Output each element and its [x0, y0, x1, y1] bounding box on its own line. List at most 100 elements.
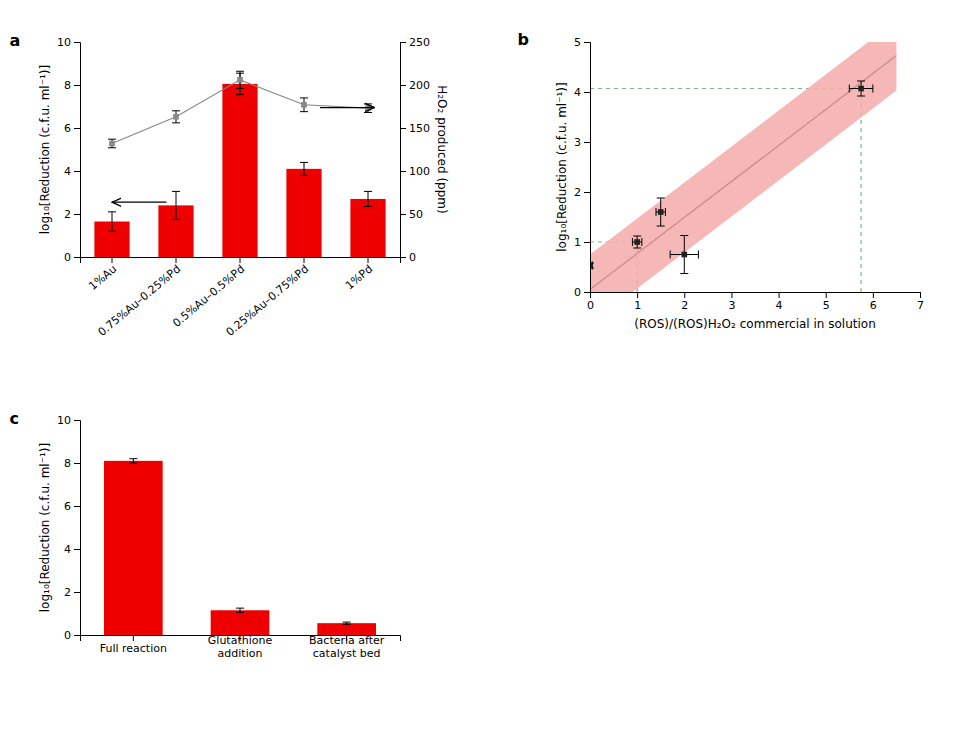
plot-area — [94, 71, 385, 257]
tick: 1%Au — [86, 257, 119, 293]
tick: 0 — [587, 292, 594, 312]
tick-mark — [74, 463, 80, 464]
x-error-bar — [632, 238, 641, 246]
series-bar — [94, 73, 385, 257]
y-axis-title: log₁₀[Reduction (c.f.u. ml⁻¹)] — [38, 65, 52, 234]
tick-mark — [584, 92, 590, 93]
tick: 10 — [57, 414, 80, 427]
axis-line — [74, 421, 81, 636]
error-bar-part — [108, 139, 116, 140]
tick-label: 150 — [409, 122, 430, 135]
tick: Bacteria aftercatalyst bed — [309, 634, 385, 660]
error-bar — [857, 81, 865, 96]
tick: 1 — [574, 236, 590, 249]
tick-mark — [400, 214, 406, 215]
tick: 200 — [400, 79, 430, 92]
error-bar-part — [172, 110, 180, 111]
error-bar — [172, 191, 180, 219]
tick: 0 — [64, 251, 80, 264]
error-bar-part — [112, 212, 113, 231]
x-axis-title: (ROS)/(ROS)H₂O₂ commercial in solution — [634, 317, 876, 331]
panel-title: b — [517, 30, 528, 49]
tick: 0.75%Au–0.25%Pd — [96, 257, 184, 339]
y-axis: 0 1 2 3 4 5 — [574, 36, 591, 299]
tick-label: 0 — [409, 251, 416, 264]
marker — [173, 114, 179, 120]
axis-line — [584, 43, 591, 293]
panel: Full reactionGlutathioneadditionBacteria… — [10, 409, 401, 659]
tick-label: 4 — [574, 86, 581, 99]
tick: 4 — [574, 86, 590, 99]
x-axis: 01234567 — [587, 292, 924, 312]
error-bar-part — [364, 206, 372, 207]
error-bar-part — [641, 238, 642, 246]
bar — [104, 461, 163, 635]
tick: 6 — [64, 122, 80, 135]
tick: 100 — [400, 165, 430, 178]
error-bar-part — [857, 81, 865, 82]
error-bar-part — [236, 94, 244, 95]
series-line — [861, 89, 862, 293]
tick-mark — [731, 292, 732, 298]
error-bar-part — [849, 85, 850, 93]
tick-label: 0 — [587, 299, 594, 312]
error-bar-part — [665, 208, 666, 216]
bar — [222, 84, 257, 257]
tick: 10 — [57, 36, 80, 49]
error-bar-part — [172, 122, 180, 123]
bar — [211, 610, 270, 635]
tick-mark — [400, 171, 406, 172]
series-area — [590, 42, 896, 292]
error-bar — [633, 236, 641, 248]
y-axis-title: log₁₀[Reduction (c.f.u. ml⁻¹)] — [555, 82, 569, 251]
tick: 250 — [400, 36, 430, 49]
tick-label: 5 — [823, 299, 830, 312]
error-bar — [108, 139, 116, 148]
tick-label: 2 — [574, 186, 581, 199]
y-axis: 0246810 — [57, 36, 81, 264]
error-bar — [129, 459, 137, 463]
error-bar-part — [633, 236, 641, 237]
error-bar-part — [656, 208, 657, 216]
tick-label: 1 — [574, 236, 581, 249]
tick-label: 6 — [64, 500, 71, 513]
tick: 3 — [574, 136, 590, 149]
error-bar-part — [172, 219, 180, 220]
tick-label: 50 — [409, 208, 423, 221]
error-bar-part — [133, 459, 134, 463]
error-bar-part — [670, 251, 671, 259]
marker — [109, 141, 115, 147]
tick-label: 200 — [409, 79, 430, 92]
error-bar-part — [304, 162, 305, 175]
tick-mark — [74, 42, 80, 43]
tick-mark — [584, 292, 590, 293]
axis-arrows — [112, 108, 374, 203]
tick-label: 0 — [574, 286, 581, 299]
tick-mark — [584, 192, 590, 193]
tick: 2 — [681, 292, 688, 312]
tick-label: 5 — [574, 36, 581, 49]
tick: 4 — [64, 543, 80, 556]
bar — [350, 199, 385, 257]
error-bar — [300, 162, 308, 175]
tick-mark — [74, 549, 80, 550]
tick-mark — [176, 257, 177, 263]
error-bar-part — [657, 226, 665, 227]
x-axis: 1%Au0.75%Au–0.25%Pd0.5%Au–0.5%Pd0.25%Au–… — [81, 257, 401, 339]
tick: 0 — [574, 286, 590, 299]
y2-axis: 0 50 100 150 200 250 — [400, 36, 430, 264]
tick-mark — [920, 292, 921, 298]
tick-mark — [400, 128, 406, 129]
error-bar-part — [129, 458, 137, 459]
error-bar-part — [872, 85, 873, 93]
error-bar-part — [857, 96, 865, 97]
error-bar — [236, 608, 244, 612]
error-bar-part — [176, 191, 177, 219]
error-bar — [300, 98, 308, 112]
x-error-bar — [670, 251, 698, 259]
series-scatter — [590, 81, 873, 274]
band — [590, 42, 896, 292]
tick-label: 1%Au — [86, 262, 119, 292]
tick: 2 — [574, 186, 590, 199]
axis-line — [74, 43, 81, 258]
